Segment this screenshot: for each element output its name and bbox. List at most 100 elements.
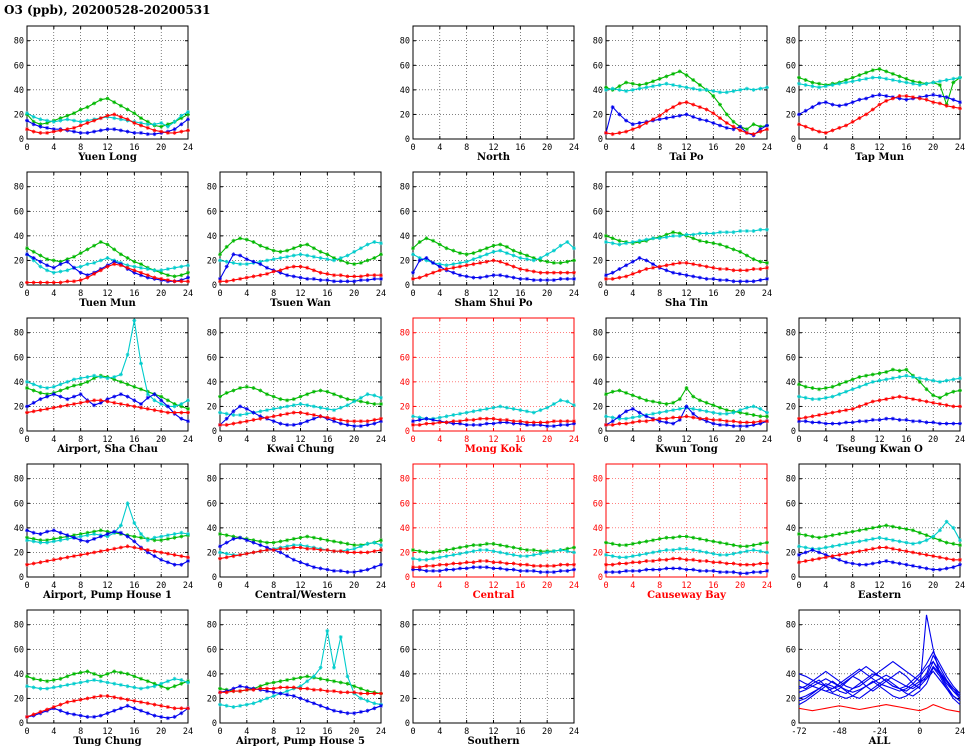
svg-text:80: 80 xyxy=(593,183,603,193)
svg-text:0: 0 xyxy=(603,581,608,591)
svg-text:8: 8 xyxy=(464,143,469,153)
svg-text:20: 20 xyxy=(207,256,217,266)
svg-text:20: 20 xyxy=(542,435,552,445)
svg-text:80: 80 xyxy=(400,183,410,193)
svg-text:20: 20 xyxy=(349,727,359,737)
svg-text:4: 4 xyxy=(823,581,828,591)
svg-text:12: 12 xyxy=(681,435,691,445)
chart-cell-tai-po: 0 4 8 12 16 20 24 0 20 40 60 80 Tai Po xyxy=(579,21,772,167)
chart-cell-sham-shui-po: 0 4 8 12 16 20 24 0 20 40 60 80 Sham Shui Po xyxy=(386,167,579,313)
chart-title: Central xyxy=(472,590,515,601)
svg-text:8: 8 xyxy=(271,289,276,299)
svg-text:12: 12 xyxy=(102,289,112,299)
svg-text:4: 4 xyxy=(437,435,442,445)
svg-text:60: 60 xyxy=(786,499,796,509)
svg-text:16: 16 xyxy=(129,581,139,591)
svg-text:24: 24 xyxy=(376,289,386,299)
svg-text:24: 24 xyxy=(376,581,386,591)
svg-text:24: 24 xyxy=(762,581,772,591)
svg-text:40: 40 xyxy=(400,232,410,242)
svg-text:20: 20 xyxy=(786,110,796,120)
chart-title: Tseung Kwan O xyxy=(836,444,923,455)
chart-title: Southern xyxy=(467,736,520,747)
svg-text:0: 0 xyxy=(603,143,608,153)
svg-text:12: 12 xyxy=(295,581,305,591)
svg-text:0: 0 xyxy=(410,581,415,591)
chart-plot: 0 4 8 12 16 20 24 0 20 40 60 80 xyxy=(400,171,579,299)
svg-text:8: 8 xyxy=(850,581,855,591)
svg-text:0: 0 xyxy=(598,281,603,291)
svg-text:20: 20 xyxy=(400,256,410,266)
svg-text:0: 0 xyxy=(405,719,410,729)
chart-cell-kwun-tong: 0 4 8 12 16 20 24 0 20 40 60 80 Kwun Tong xyxy=(579,313,772,459)
svg-text:12: 12 xyxy=(874,143,884,153)
svg-text:8: 8 xyxy=(657,143,662,153)
svg-text:12: 12 xyxy=(295,435,305,445)
svg-text:4: 4 xyxy=(51,435,56,445)
chart-cell-causeway-bay: 0 4 8 12 16 20 24 0 20 40 60 80 Causeway Bay xyxy=(579,459,772,605)
svg-text:0: 0 xyxy=(791,135,796,145)
svg-text:40: 40 xyxy=(593,524,603,534)
svg-text:0: 0 xyxy=(405,573,410,583)
chart-title: Airport, Pump House 1 xyxy=(42,590,172,601)
svg-text:80: 80 xyxy=(207,183,217,193)
svg-text:0: 0 xyxy=(791,427,796,437)
svg-text:0: 0 xyxy=(603,435,608,445)
svg-text:20: 20 xyxy=(400,402,410,412)
svg-text:0: 0 xyxy=(598,427,603,437)
chart-title: ALL xyxy=(868,736,891,747)
svg-text:12: 12 xyxy=(488,727,498,737)
svg-text:8: 8 xyxy=(850,143,855,153)
chart-title: Tap Mun xyxy=(854,152,905,163)
svg-text:20: 20 xyxy=(786,548,796,558)
svg-text:60: 60 xyxy=(400,353,410,363)
svg-text:20: 20 xyxy=(593,110,603,120)
svg-text:20: 20 xyxy=(928,435,938,445)
chart-plot: 0 4 8 12 16 20 24 0 20 40 60 80 xyxy=(14,25,193,153)
svg-text:16: 16 xyxy=(708,289,718,299)
svg-text:60: 60 xyxy=(14,353,24,363)
svg-text:24: 24 xyxy=(183,289,193,299)
chart-title: Airport, Sha Chau xyxy=(57,444,158,455)
svg-text:8: 8 xyxy=(464,289,469,299)
svg-text:16: 16 xyxy=(322,289,332,299)
svg-text:4: 4 xyxy=(437,143,442,153)
chart-cell-sha-tin: 0 4 8 12 16 20 24 0 20 40 60 80 Sha Tin xyxy=(579,167,772,313)
chart-title: Tuen Mun xyxy=(79,298,136,309)
svg-text:4: 4 xyxy=(630,435,635,445)
svg-text:20: 20 xyxy=(542,143,552,153)
svg-text:80: 80 xyxy=(400,475,410,485)
svg-text:0: 0 xyxy=(217,581,222,591)
chart-plot: 0 4 8 12 16 20 24 0 20 40 60 80 xyxy=(207,609,386,737)
svg-text:40: 40 xyxy=(400,86,410,96)
svg-text:0: 0 xyxy=(410,289,415,299)
svg-text:4: 4 xyxy=(630,143,635,153)
svg-text:4: 4 xyxy=(51,143,56,153)
svg-text:60: 60 xyxy=(400,499,410,509)
svg-text:20: 20 xyxy=(542,581,552,591)
svg-text:40: 40 xyxy=(207,378,217,388)
svg-text:8: 8 xyxy=(850,435,855,445)
chart-plot: 0 4 8 12 16 20 24 0 20 40 60 80 xyxy=(786,317,965,445)
svg-text:0: 0 xyxy=(796,581,801,591)
svg-text:80: 80 xyxy=(207,621,217,631)
svg-text:20: 20 xyxy=(207,548,217,558)
chart-plot: 0 4 8 12 16 20 24 0 20 40 60 80 xyxy=(593,25,772,153)
svg-text:4: 4 xyxy=(51,727,56,737)
svg-text:24: 24 xyxy=(762,143,772,153)
svg-text:20: 20 xyxy=(156,143,166,153)
svg-text:12: 12 xyxy=(295,727,305,737)
chart-title: Kwai Chung xyxy=(266,444,335,455)
svg-text:8: 8 xyxy=(271,581,276,591)
svg-text:40: 40 xyxy=(786,378,796,388)
svg-text:60: 60 xyxy=(207,207,217,217)
svg-text:20: 20 xyxy=(542,289,552,299)
svg-text:8: 8 xyxy=(657,435,662,445)
svg-text:0: 0 xyxy=(598,573,603,583)
svg-text:80: 80 xyxy=(400,37,410,47)
chart-cell-airport-sha-chau: 0 4 8 12 16 20 24 0 20 40 60 80 Airport, Sha Chau xyxy=(0,313,193,459)
svg-text:20: 20 xyxy=(156,435,166,445)
svg-text:16: 16 xyxy=(322,581,332,591)
svg-text:60: 60 xyxy=(14,61,24,71)
svg-text:40: 40 xyxy=(14,670,24,680)
